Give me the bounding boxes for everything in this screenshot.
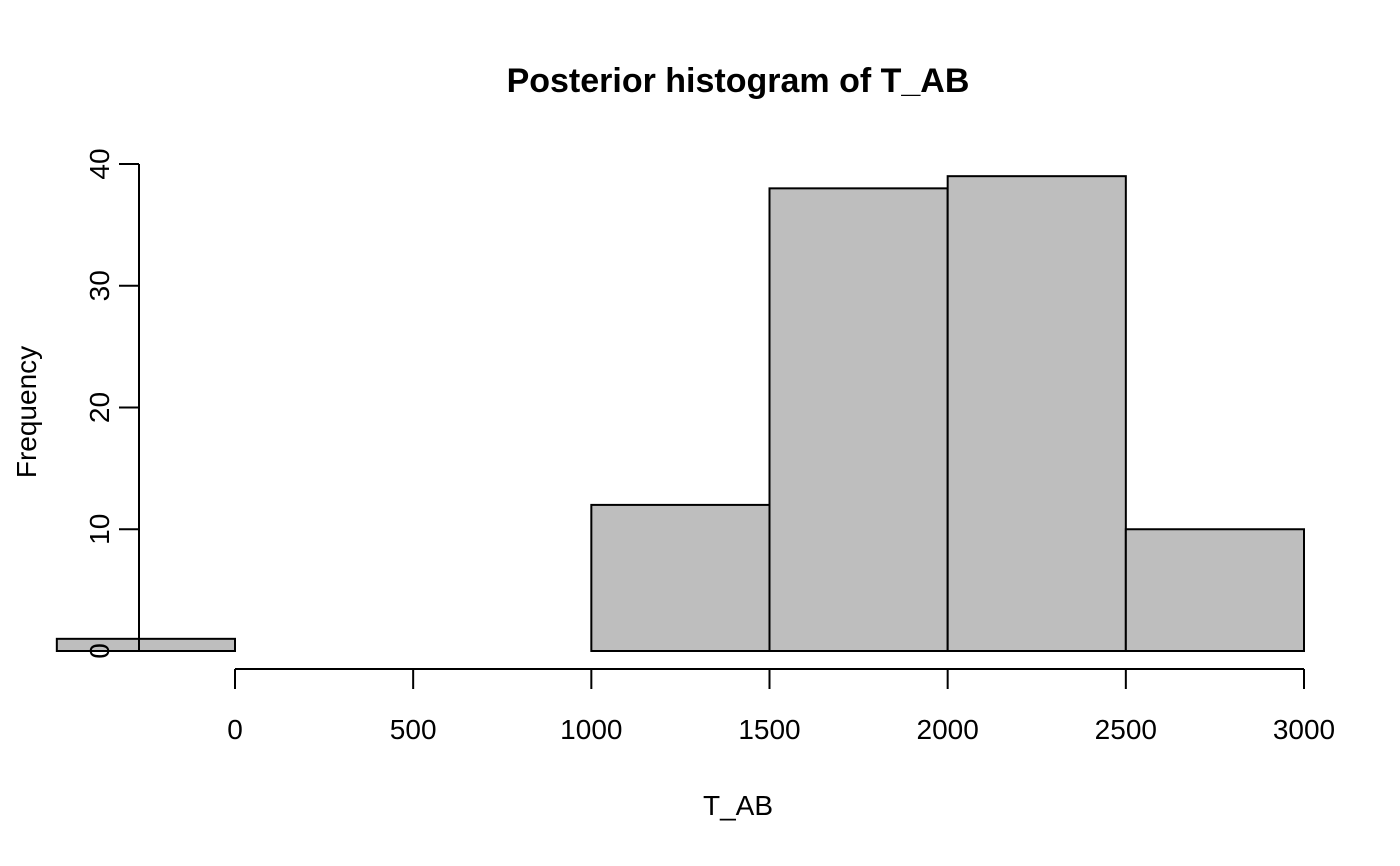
- x-axis: 0 500 1000 1500 2000 2500 3000: [227, 668, 1335, 745]
- x-tick-label: 1500: [738, 714, 800, 745]
- y-axis-title: Frequency: [11, 346, 42, 478]
- histogram-bar-5: [946, 175, 1127, 653]
- chart-title: Posterior histogram of T_AB: [507, 62, 970, 100]
- y-tick-label: 10: [84, 514, 115, 545]
- histogram-bar-0: [55, 637, 237, 653]
- x-tick-label: 2000: [917, 714, 979, 745]
- x-tick-label: 0: [227, 714, 243, 745]
- histogram-bar-3: [590, 503, 771, 652]
- x-tick-label: 1000: [560, 714, 622, 745]
- y-axis: 0 10 20 30 40: [84, 148, 140, 659]
- histogram-bar-6: [1124, 528, 1306, 652]
- y-tick-label: 30: [84, 270, 115, 301]
- y-tick-label: 40: [84, 148, 115, 179]
- x-axis-title: T_AB: [703, 790, 773, 821]
- y-tick-label: 20: [84, 392, 115, 423]
- x-tick-label: 3000: [1273, 714, 1335, 745]
- x-tick-label: 500: [390, 714, 437, 745]
- histogram-bars: [55, 175, 1306, 653]
- y-tick-label: 0: [84, 643, 115, 659]
- histogram-bar-4: [768, 187, 949, 652]
- x-tick-label: 2500: [1095, 714, 1157, 745]
